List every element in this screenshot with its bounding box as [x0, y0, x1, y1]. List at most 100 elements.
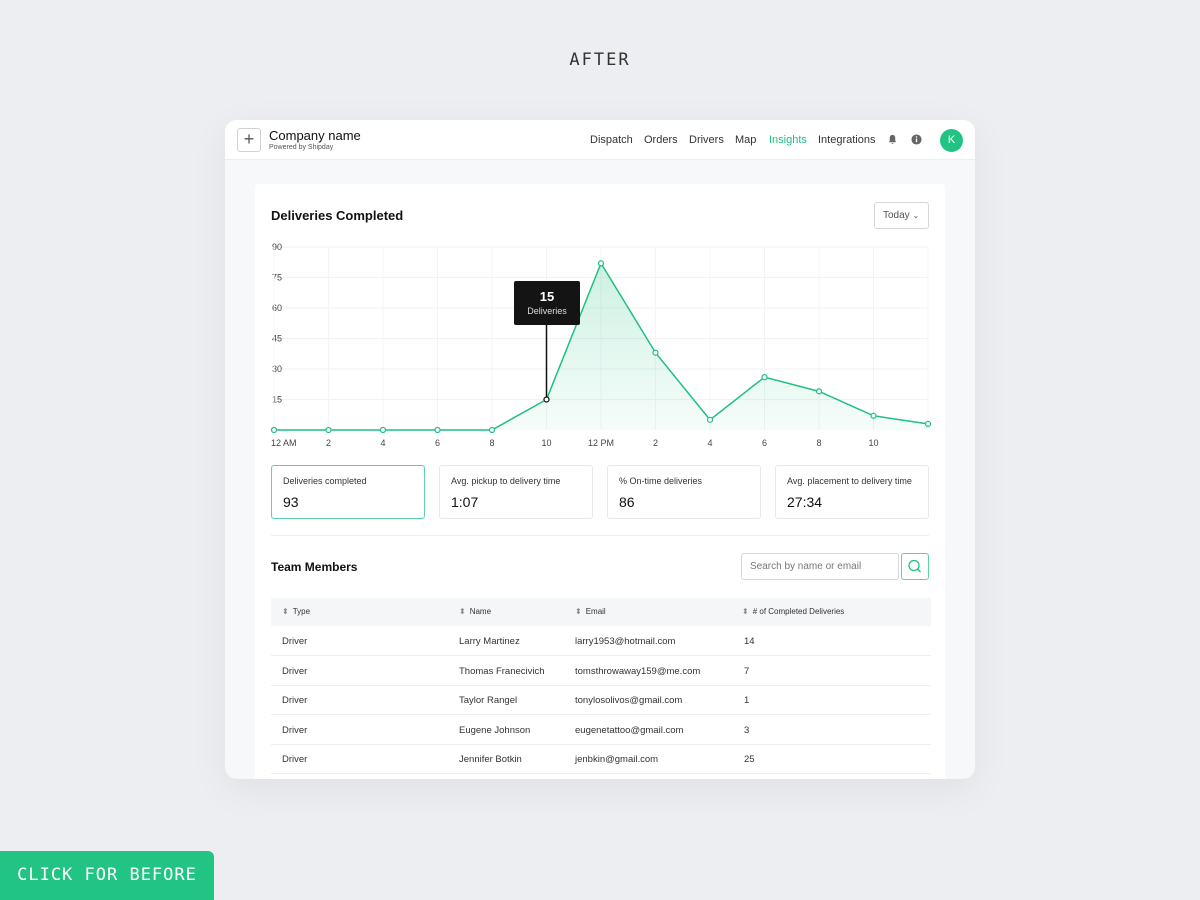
team-title: Team Members: [271, 560, 358, 574]
stat-label: Avg. placement to delivery time: [787, 476, 912, 486]
y-tick-label: 60: [272, 303, 282, 313]
info-icon[interactable]: [911, 134, 922, 145]
x-tick-label: 6: [435, 438, 440, 448]
cell-type: Driver: [282, 695, 308, 707]
stat-on-time[interactable]: % On-time deliveries 86: [607, 465, 761, 519]
nav-map[interactable]: Map: [735, 134, 757, 146]
data-point: [488, 426, 496, 434]
nav-drivers[interactable]: Drivers: [689, 134, 724, 146]
column-name[interactable]: Name: [459, 607, 491, 616]
avatar[interactable]: K: [940, 129, 963, 152]
y-tick-label: 15: [272, 395, 282, 405]
cell-deliveries: 25: [744, 754, 755, 766]
deliveries-chart: 15 30 45 60 75 90 12 AM 2 4 6 8 10 12 PM 2 4 6 8 10: [270, 242, 932, 448]
data-point: [543, 396, 550, 403]
table-row[interactable]: Driver Larry Martinez larry1953@hotmail.co…: [271, 626, 931, 656]
chevron-down-icon: ⌄: [912, 211, 920, 220]
stat-value: 86: [619, 494, 635, 510]
cell-email: larry1953@hotmail.com: [575, 636, 676, 647]
stat-label: Avg. pickup to delivery time: [451, 476, 561, 486]
x-tick-label: 2: [326, 438, 331, 448]
insights-card: Deliveries Completed Today ⌄ 15 30 45 60 75 9…: [255, 184, 945, 779]
cell-type: Driver: [282, 724, 308, 736]
data-point: [652, 349, 659, 356]
tooltip-value: 15: [539, 289, 555, 304]
cell-email: eugenetattoo@gmail.com: [575, 724, 684, 736]
x-tick-label: 10: [868, 438, 878, 448]
cell-name: Taylor Rangel: [459, 695, 518, 707]
stat-label: % On-time deliveries: [619, 476, 703, 486]
cell-email: jenbkin@gmail.com: [575, 754, 659, 766]
data-point: [706, 416, 714, 423]
nav-integrations[interactable]: Integrations: [818, 134, 876, 146]
y-tick-label: 90: [272, 242, 282, 252]
nav-dispatch[interactable]: Dispatch: [590, 134, 633, 146]
date-range-value: Today: [883, 210, 910, 221]
table-row[interactable]: Driver Jennifer Botkin jenbkin@gmail.com 25: [271, 744, 931, 775]
powered-by: Powered by Shipday: [269, 144, 334, 151]
y-tick-label: 30: [272, 364, 282, 374]
top-header: + Company name Powered by Shipday Dispat…: [225, 120, 975, 160]
stat-label: Deliveries completed: [283, 476, 367, 486]
stat-value: 27:34: [787, 494, 823, 510]
tooltip-label: Deliveries: [527, 306, 567, 316]
column-type[interactable]: Type: [282, 607, 310, 616]
table-row[interactable]: Driver Thomas Franecivich tomsthrowaway159…: [271, 656, 931, 686]
chart-title: Deliveries Completed: [271, 208, 404, 223]
bell-icon[interactable]: [887, 134, 898, 145]
search-button[interactable]: [901, 553, 929, 580]
stat-avg-pickup[interactable]: Avg. pickup to delivery time 1:07: [439, 465, 593, 519]
x-tick-label: 12 AM: [271, 438, 297, 448]
x-tick-label: 8: [489, 438, 494, 448]
nav-orders[interactable]: Orders: [644, 134, 678, 146]
cell-name: Jennifer Botkin: [459, 754, 522, 766]
nav-insights[interactable]: Insights: [769, 134, 807, 146]
data-point: [270, 426, 278, 434]
table-row[interactable]: Driver Eugene Johnson eugenetattoo@gmail.c…: [271, 715, 931, 745]
cell-type: Driver: [282, 665, 308, 677]
cell-name: Larry Martinez: [459, 636, 520, 647]
x-tick-label: 4: [380, 438, 385, 448]
column-email[interactable]: Email: [575, 607, 606, 616]
stat-avg-placement[interactable]: Avg. placement to delivery time 27:34: [775, 465, 929, 519]
x-tick-label: 10: [541, 438, 551, 448]
data-point: [761, 374, 768, 381]
x-tick-label: 8: [816, 438, 821, 448]
data-point: [924, 420, 932, 427]
cell-deliveries: 1: [744, 695, 750, 707]
date-range-dropdown[interactable]: Today ⌄: [874, 202, 929, 229]
click-for-before-button[interactable]: CLICK FOR BEFORE: [0, 851, 214, 900]
app-window: + Company name Powered by Shipday Dispat…: [225, 120, 975, 779]
search-icon: [908, 559, 921, 573]
table-row[interactable]: Driver Taylor Rangel tonylosolivos@gmail.c…: [271, 685, 931, 716]
add-button[interactable]: +: [237, 128, 261, 152]
divider: [271, 535, 929, 536]
company-name: Company name: [269, 128, 361, 143]
area-fill: [274, 263, 928, 430]
data-point: [379, 426, 387, 434]
data-point: [815, 388, 823, 395]
cell-deliveries: 7: [744, 665, 750, 677]
x-tick-label: 6: [762, 438, 767, 448]
cell-name: Eugene Johnson: [459, 724, 531, 736]
data-point: [325, 426, 332, 434]
y-tick-label: 45: [272, 334, 282, 344]
data-point: [597, 260, 605, 267]
cell-email: tomsthrowaway159@me.com: [575, 665, 701, 677]
chart-tooltip: 15 Deliveries: [514, 281, 580, 325]
cell-name: Thomas Franecivich: [459, 665, 545, 677]
data-point: [870, 412, 877, 419]
x-tick-label: 12 PM: [588, 438, 614, 448]
cell-type: Driver: [282, 754, 308, 766]
stat-value: 1:07: [451, 494, 479, 510]
cell-type: Driver: [282, 636, 308, 647]
x-tick-label: 4: [707, 438, 712, 448]
stat-deliveries-completed[interactable]: Deliveries completed 93: [271, 465, 425, 519]
table-header: Type Name Email # of Completed Deliverie…: [271, 598, 931, 626]
y-tick-label: 75: [272, 273, 282, 283]
cell-deliveries: 3: [744, 724, 750, 736]
column-deliveries[interactable]: # of Completed Deliveries: [742, 607, 845, 616]
page-heading: AFTER: [569, 50, 631, 70]
search-input[interactable]: [741, 553, 899, 580]
cell-deliveries: 14: [744, 636, 755, 647]
